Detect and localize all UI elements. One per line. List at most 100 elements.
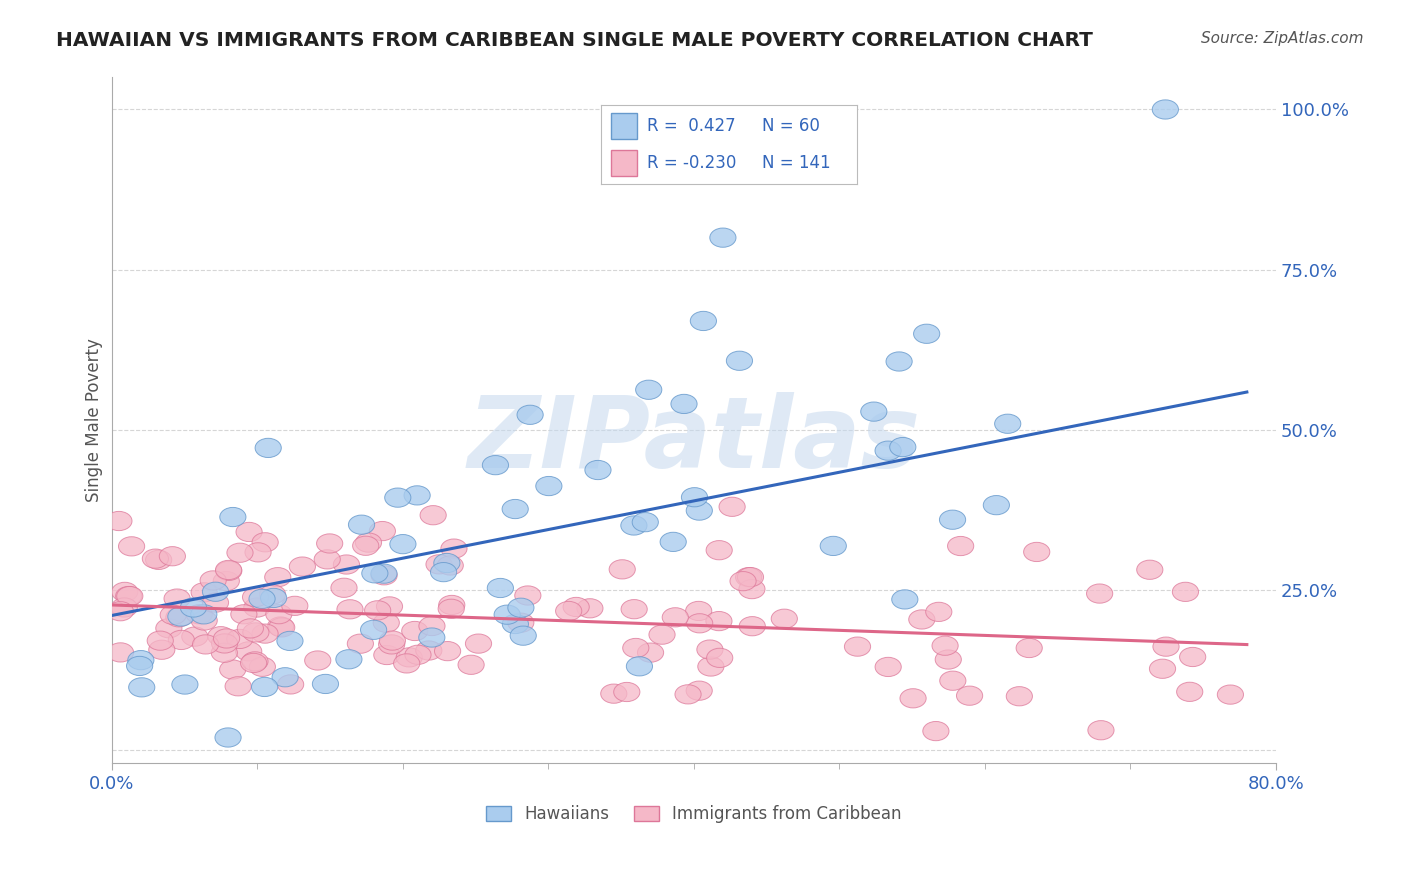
Ellipse shape: [117, 586, 143, 606]
Ellipse shape: [730, 572, 756, 591]
Ellipse shape: [269, 618, 295, 637]
Ellipse shape: [226, 543, 253, 562]
Ellipse shape: [394, 654, 420, 673]
Ellipse shape: [706, 541, 733, 560]
Ellipse shape: [517, 405, 543, 425]
Ellipse shape: [172, 675, 198, 694]
Ellipse shape: [710, 228, 735, 247]
Ellipse shape: [1173, 582, 1198, 601]
Ellipse shape: [128, 678, 155, 697]
Ellipse shape: [111, 598, 138, 617]
Ellipse shape: [434, 553, 460, 573]
Ellipse shape: [890, 437, 915, 457]
Ellipse shape: [1153, 100, 1178, 120]
Ellipse shape: [562, 598, 589, 616]
Ellipse shape: [690, 311, 717, 331]
Ellipse shape: [636, 380, 662, 400]
Ellipse shape: [277, 675, 304, 694]
Ellipse shape: [389, 534, 416, 554]
Ellipse shape: [707, 648, 733, 667]
Ellipse shape: [633, 513, 658, 532]
Legend: Hawaiians, Immigrants from Caribbean: Hawaiians, Immigrants from Caribbean: [485, 805, 901, 823]
Ellipse shape: [637, 643, 664, 662]
Ellipse shape: [371, 564, 396, 583]
Ellipse shape: [186, 605, 212, 624]
Ellipse shape: [219, 660, 246, 679]
Ellipse shape: [245, 542, 271, 562]
Ellipse shape: [160, 606, 187, 624]
Ellipse shape: [434, 641, 461, 661]
Ellipse shape: [277, 632, 304, 650]
Ellipse shape: [939, 510, 966, 529]
Ellipse shape: [419, 628, 444, 647]
Ellipse shape: [128, 650, 155, 670]
Ellipse shape: [377, 597, 402, 616]
Ellipse shape: [181, 627, 208, 646]
Ellipse shape: [458, 656, 484, 674]
Ellipse shape: [378, 635, 405, 654]
Ellipse shape: [148, 631, 173, 650]
Ellipse shape: [191, 611, 218, 630]
Ellipse shape: [238, 619, 263, 638]
Ellipse shape: [115, 586, 142, 606]
Ellipse shape: [875, 657, 901, 676]
Ellipse shape: [353, 536, 378, 556]
Ellipse shape: [922, 722, 949, 740]
Ellipse shape: [254, 438, 281, 458]
Ellipse shape: [609, 559, 636, 579]
Ellipse shape: [686, 681, 713, 700]
Ellipse shape: [939, 671, 966, 690]
Ellipse shape: [165, 589, 190, 608]
Ellipse shape: [402, 622, 427, 640]
Ellipse shape: [215, 560, 242, 580]
Ellipse shape: [488, 578, 513, 598]
Text: ZIPatlas: ZIPatlas: [467, 392, 921, 490]
Ellipse shape: [271, 667, 298, 687]
Ellipse shape: [107, 643, 134, 662]
Ellipse shape: [1017, 639, 1042, 657]
Ellipse shape: [925, 602, 952, 622]
Ellipse shape: [419, 616, 446, 636]
Ellipse shape: [555, 601, 582, 621]
Ellipse shape: [994, 414, 1021, 434]
Ellipse shape: [494, 605, 520, 624]
Ellipse shape: [337, 599, 363, 619]
Ellipse shape: [191, 582, 218, 602]
Ellipse shape: [146, 550, 172, 569]
Ellipse shape: [249, 657, 276, 676]
Ellipse shape: [405, 645, 432, 665]
Ellipse shape: [886, 351, 912, 371]
Ellipse shape: [430, 563, 457, 582]
Ellipse shape: [267, 617, 294, 636]
Ellipse shape: [330, 578, 357, 598]
Ellipse shape: [191, 605, 217, 624]
Ellipse shape: [166, 607, 193, 627]
Ellipse shape: [305, 651, 330, 670]
Ellipse shape: [252, 533, 278, 552]
Ellipse shape: [215, 728, 242, 747]
Ellipse shape: [290, 557, 315, 576]
Ellipse shape: [650, 625, 675, 644]
Ellipse shape: [437, 556, 464, 575]
Ellipse shape: [404, 486, 430, 505]
Ellipse shape: [219, 508, 246, 526]
Ellipse shape: [502, 500, 529, 518]
Ellipse shape: [314, 549, 340, 569]
Ellipse shape: [820, 536, 846, 556]
Ellipse shape: [948, 536, 974, 556]
Ellipse shape: [727, 351, 752, 370]
Ellipse shape: [686, 614, 713, 633]
Ellipse shape: [956, 686, 983, 706]
Ellipse shape: [373, 613, 399, 632]
Ellipse shape: [738, 580, 765, 599]
Ellipse shape: [214, 629, 239, 648]
Ellipse shape: [1007, 687, 1032, 706]
Ellipse shape: [226, 630, 253, 648]
Ellipse shape: [202, 582, 229, 601]
Ellipse shape: [260, 585, 285, 604]
Ellipse shape: [914, 324, 939, 343]
Ellipse shape: [718, 497, 745, 516]
Text: Source: ZipAtlas.com: Source: ZipAtlas.com: [1201, 31, 1364, 46]
Ellipse shape: [371, 566, 398, 585]
Ellipse shape: [740, 616, 765, 636]
